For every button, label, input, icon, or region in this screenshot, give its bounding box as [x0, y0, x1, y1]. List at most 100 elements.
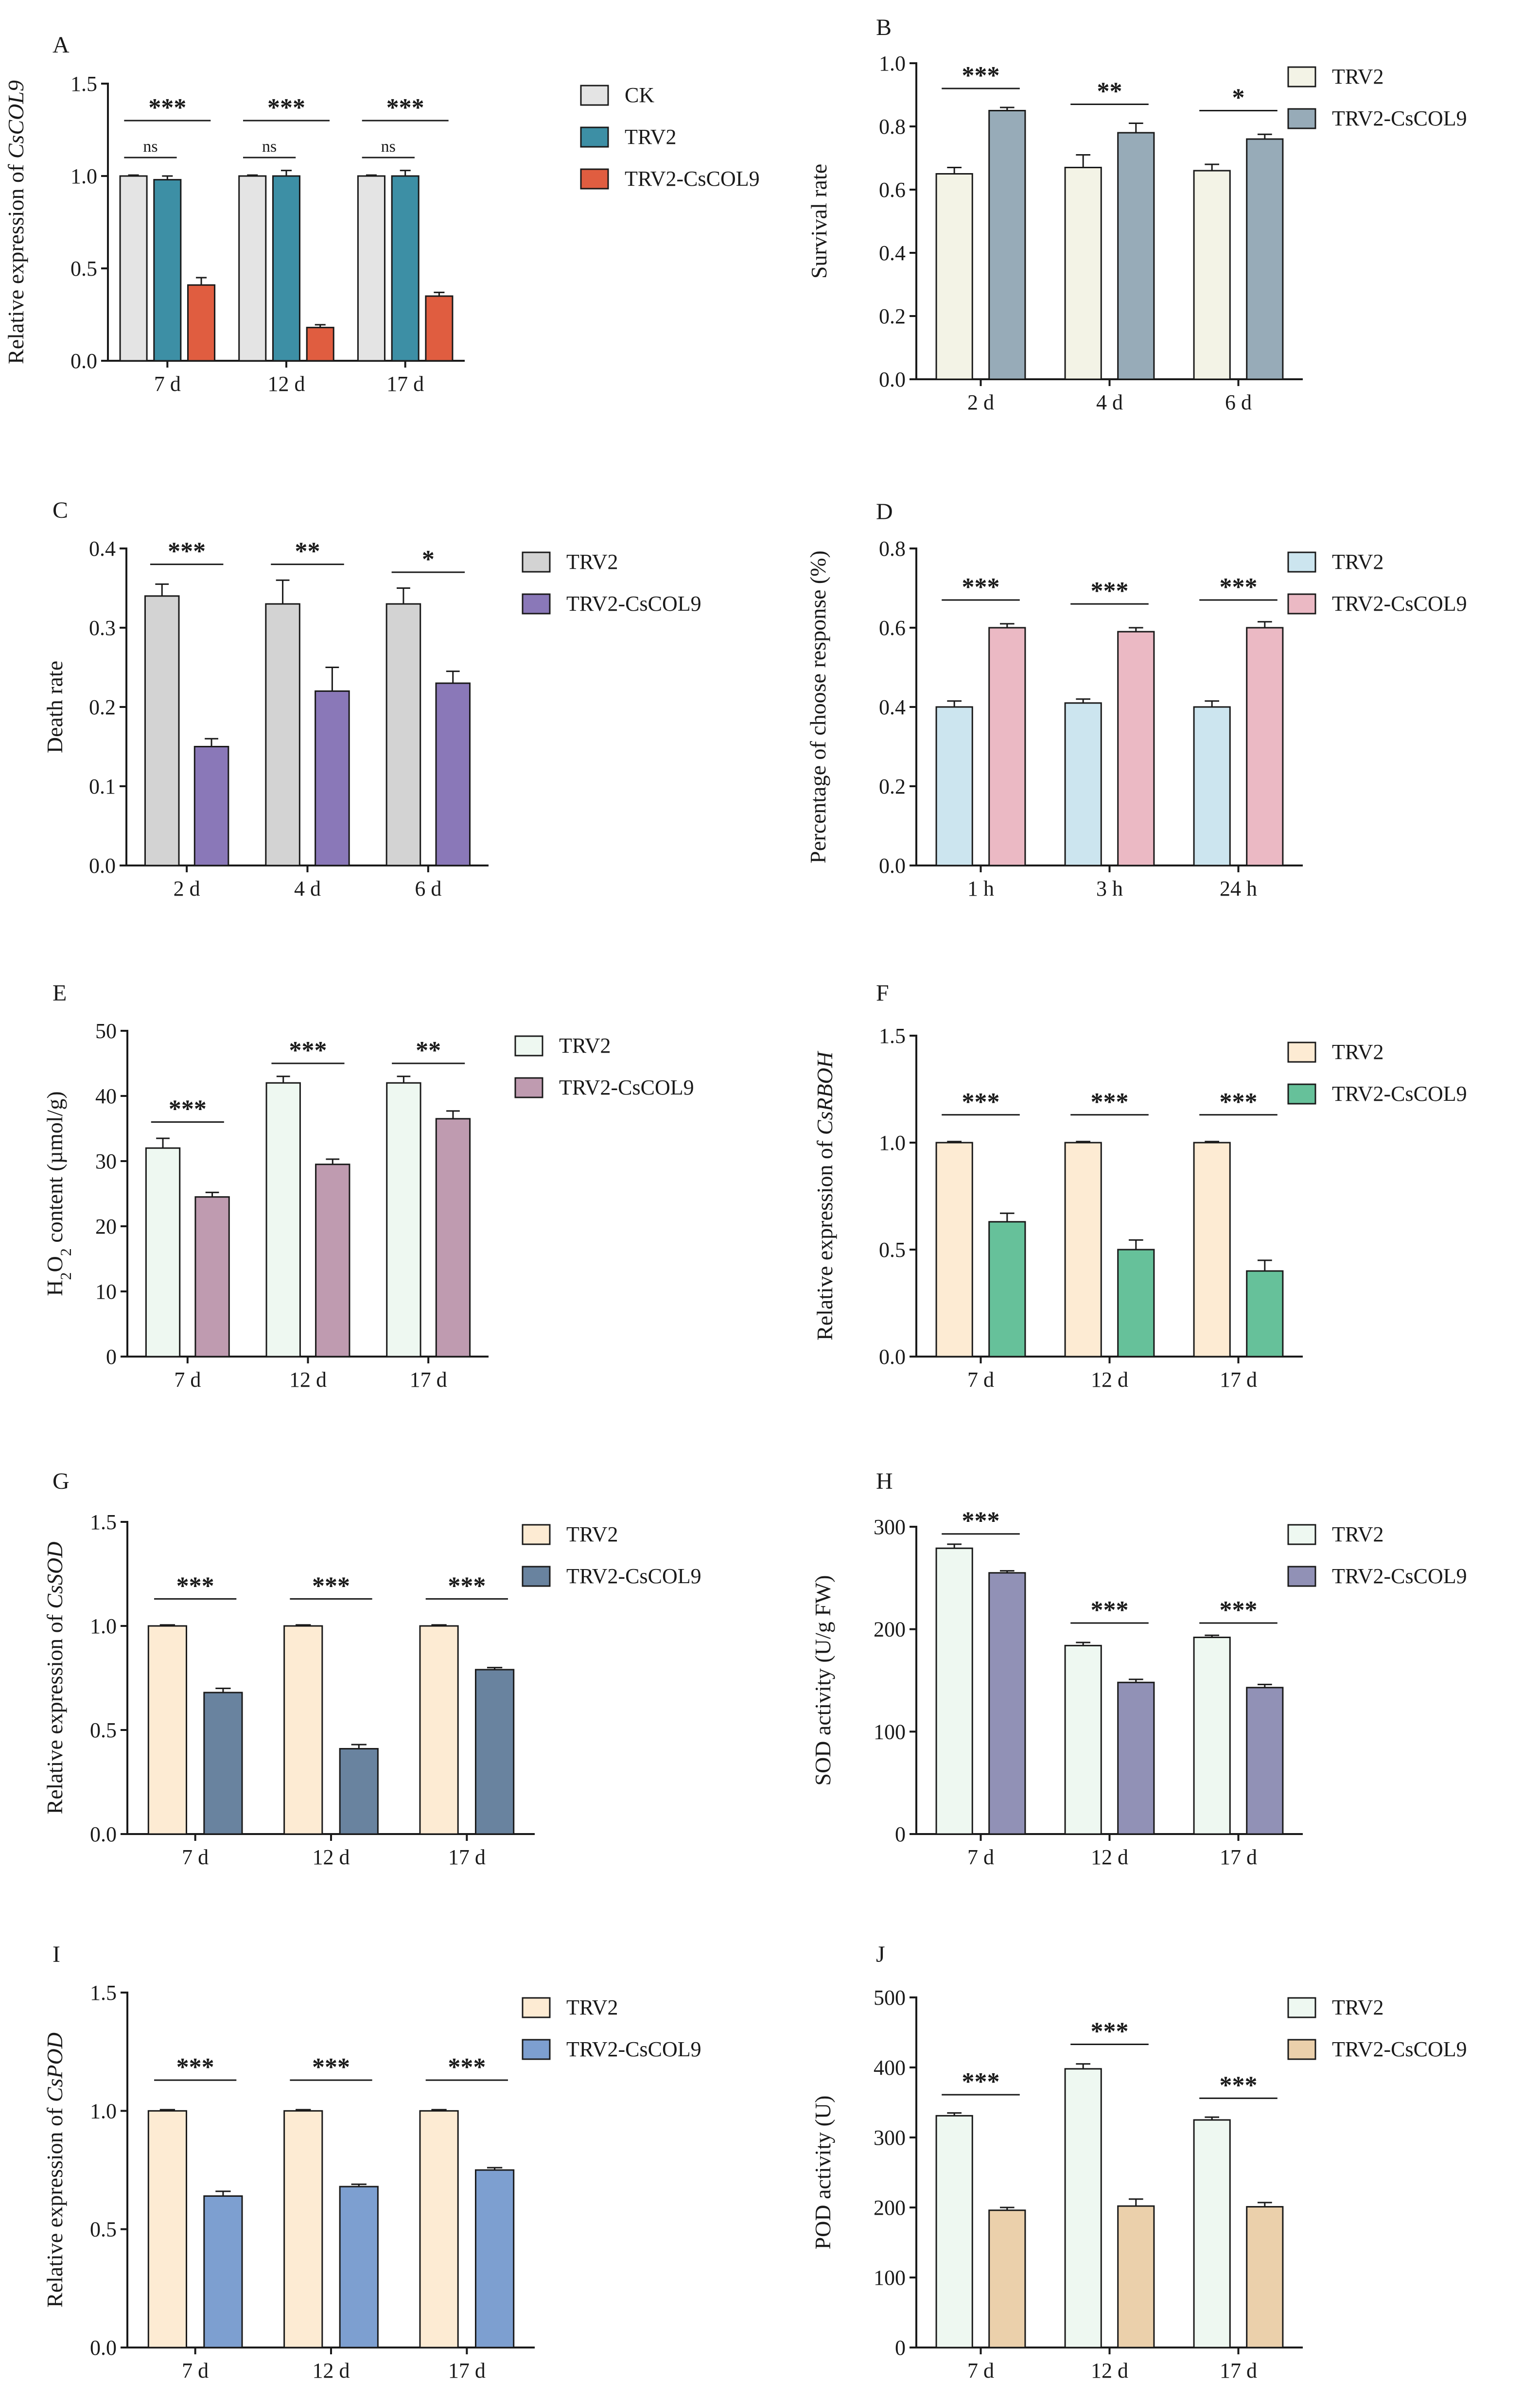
- y-tick-label: 50: [95, 1019, 117, 1043]
- y-tick-label: 1.0: [879, 52, 906, 75]
- bar: [339, 1748, 379, 1835]
- significance-label: ***: [267, 94, 305, 122]
- panel-letter: F: [876, 980, 889, 1006]
- y-tick-label: 0.5: [70, 257, 97, 281]
- significance-label: ***: [962, 62, 1000, 89]
- y-tick-label: 0: [895, 2336, 906, 2360]
- y-tick-label: 40: [95, 1084, 117, 1108]
- y-tick-label: 0.4: [89, 537, 116, 561]
- y-tick-label: 0.5: [90, 1718, 117, 1742]
- y-axis-label: Percentage of choose response (%): [805, 550, 830, 864]
- panel-i: I 0.0 0.5 1.0 1.5 Relative expression of CsPO…: [42, 1942, 701, 2383]
- bar: [357, 175, 385, 362]
- bar: [935, 173, 973, 380]
- x-tick-label: 17 d: [1220, 2359, 1257, 2383]
- bar: [203, 2195, 243, 2348]
- legend-label: TRV2-CsCOL9: [625, 167, 760, 191]
- y-axis-label-gene: CsCOL9: [3, 80, 28, 159]
- bar: [935, 1547, 973, 1835]
- bar: [1246, 1270, 1284, 1358]
- x-tick-label: 6 d: [415, 877, 441, 900]
- x-tick-label: 12 d: [1091, 1368, 1128, 1392]
- y-tick-label: 1.0: [90, 2099, 117, 2123]
- legend-swatch: [1287, 66, 1316, 88]
- x-tick-label: 17 d: [386, 372, 424, 396]
- bar: [1246, 138, 1284, 380]
- panel-f: F 0.0 0.5 1.0 1.5 Relative expression of CsRB…: [812, 980, 1467, 1392]
- y-tick-label: 0.5: [90, 2218, 117, 2242]
- y-tick-label: 1.5: [70, 72, 97, 96]
- bar: [988, 2209, 1026, 2348]
- bar: [283, 1625, 323, 1835]
- bar: [385, 603, 421, 866]
- significance-label: *: [1232, 84, 1245, 112]
- panel-letter: H: [876, 1468, 893, 1494]
- bar: [1064, 2068, 1102, 2348]
- bar: [435, 1118, 471, 1358]
- y-tick-label: 0.0: [90, 1822, 117, 1846]
- legend-swatch: [522, 1566, 551, 1587]
- y-tick-label: 200: [874, 1618, 906, 1642]
- bar: [419, 2110, 459, 2348]
- legend-swatch: [580, 168, 609, 190]
- bar: [315, 1164, 350, 1358]
- bar: [1064, 167, 1102, 380]
- significance-label: ***: [312, 2053, 350, 2081]
- x-tick-label: 17 d: [1220, 1368, 1257, 1392]
- legend-label: CK: [625, 83, 654, 107]
- y-tick-label: 0.0: [879, 1345, 906, 1369]
- bar: [1246, 627, 1284, 866]
- y-tick-label: 0.4: [879, 241, 906, 265]
- legend-swatch: [522, 593, 551, 615]
- significance-label: ***: [1220, 573, 1258, 601]
- y-tick-label: 200: [874, 2196, 906, 2220]
- panel-g: G 0.0 0.5 1.0 1.5 Relative expression of CsSO…: [42, 1468, 701, 1869]
- x-tick-label: 1 h: [967, 877, 994, 900]
- bar: [935, 2115, 973, 2348]
- y-tick-label: 0.1: [89, 775, 116, 798]
- y-tick-label: 0.6: [879, 178, 906, 202]
- bar: [119, 175, 148, 362]
- y-axis-label-part: H: [42, 1280, 67, 1296]
- bar: [265, 1082, 301, 1358]
- legend-swatch: [580, 126, 609, 148]
- significance-label: ***: [148, 94, 186, 122]
- y-tick-label: 20: [95, 1215, 117, 1238]
- y-tick-label: 1.5: [90, 1981, 117, 2005]
- y-tick-label: 0.0: [879, 854, 906, 878]
- y-tick-label: 0.5: [879, 1238, 906, 1262]
- panel-letter: G: [52, 1468, 70, 1494]
- y-tick-label: 1.5: [90, 1510, 117, 1534]
- y-axis-label: H2O2 content (µmol/g): [42, 1091, 74, 1296]
- bar: [194, 1196, 230, 1358]
- y-tick-label: 100: [874, 2266, 906, 2290]
- legend-label: TRV2: [1332, 1995, 1383, 2019]
- legend-label: TRV2: [625, 125, 676, 149]
- legend-swatch: [1287, 108, 1316, 129]
- y-axis-label: Death rate: [42, 661, 67, 753]
- bar: [1246, 2206, 1284, 2348]
- bar: [419, 1625, 459, 1835]
- legend-label: TRV2: [1332, 550, 1383, 574]
- y-tick-label: 0.8: [879, 537, 906, 561]
- bar: [1193, 1637, 1231, 1835]
- bar: [1064, 1142, 1102, 1358]
- significance-label: ***: [1091, 1596, 1129, 1624]
- bar: [391, 175, 420, 362]
- x-tick-label: 7 d: [154, 372, 181, 396]
- y-axis-label-part: content (µmol/g): [42, 1091, 67, 1248]
- significance-label: ns: [262, 138, 277, 156]
- legend-swatch: [1287, 1083, 1316, 1105]
- bar: [988, 627, 1026, 866]
- bar: [153, 179, 182, 362]
- legend-label: TRV2-CsCOL9: [566, 2037, 701, 2061]
- bar: [935, 1142, 973, 1358]
- bar: [1117, 132, 1155, 380]
- x-tick-label: 7 d: [967, 1368, 994, 1392]
- panel-a: A 0.0 0.5 1.0 1.5 Relative expression of CsCO…: [3, 32, 760, 396]
- bar: [935, 706, 973, 866]
- significance-label: **: [295, 538, 320, 565]
- significance-label: ns: [381, 138, 396, 156]
- bar: [315, 690, 350, 866]
